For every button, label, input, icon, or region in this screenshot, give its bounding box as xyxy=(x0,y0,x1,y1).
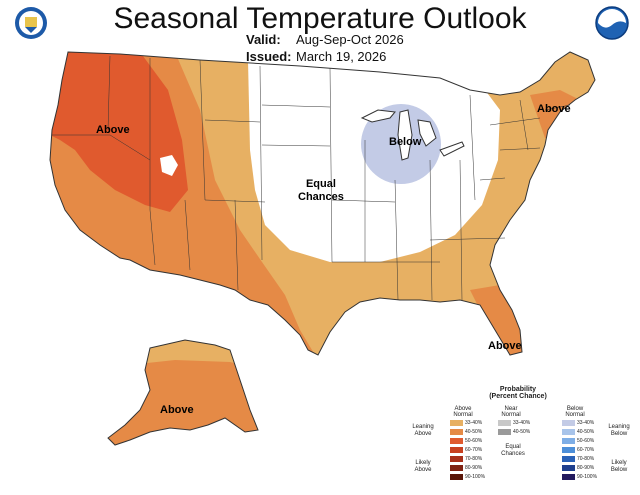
legend-above-header: Above Normal xyxy=(453,406,473,418)
legend-leaning-below: Leaning Below xyxy=(608,424,630,437)
noaa-logo-icon xyxy=(595,6,629,40)
legend-above-label: 80-90% xyxy=(465,465,483,471)
legend-near-swatch xyxy=(498,429,511,435)
label-above-northwest: Above xyxy=(96,124,130,136)
valid-label: Valid: xyxy=(246,32,281,47)
legend-below-label: 80-90% xyxy=(577,465,595,471)
legend-above-label: 50-60% xyxy=(465,438,483,444)
label-above-northeast: Above xyxy=(537,103,571,115)
legend-above-label: 60-70% xyxy=(465,447,483,453)
page-title: Seasonal Temperature Outlook xyxy=(113,2,527,35)
valid-value: Aug-Sep-Oct 2026 xyxy=(296,32,404,47)
legend-above-label: 33-40% xyxy=(465,420,483,426)
doc-seal-icon xyxy=(14,6,48,40)
legend-below-header: Below Normal xyxy=(565,406,585,418)
legend-below-swatch xyxy=(562,456,575,462)
legend-likely-below: Likely Below xyxy=(610,460,628,473)
legend-above-swatch xyxy=(450,447,463,453)
legend-above-swatch xyxy=(450,420,463,426)
legend-leaning-above: Leaning Above xyxy=(412,424,434,437)
issued-label: Issued: xyxy=(246,49,292,64)
legend-near-label: 33-40% xyxy=(513,420,531,426)
legend-near-header: Near Normal xyxy=(501,406,521,418)
legend-above-label: 70-80% xyxy=(465,456,483,462)
legend-equal-chances: Equal Chances xyxy=(501,444,525,457)
legend-above-swatch xyxy=(450,474,463,480)
legend-above-swatch xyxy=(450,465,463,471)
legend-below-label: 60-70% xyxy=(577,447,595,453)
issued-line: Issued: March 19, 2026 xyxy=(246,49,386,64)
legend-below-swatch xyxy=(562,447,575,453)
legend-below-label: 50-60% xyxy=(577,438,595,444)
legend-below-swatch xyxy=(562,420,575,426)
issued-value: March 19, 2026 xyxy=(296,49,387,64)
legend-title: Probability xyxy=(499,386,537,393)
legend-below-label: 90-100% xyxy=(577,474,598,480)
legend-below-swatch xyxy=(562,474,575,480)
legend-below-label: 33-40% xyxy=(577,420,595,426)
label-above-florida: Above xyxy=(488,340,522,352)
legend-above-swatch xyxy=(450,456,463,462)
legend-below-swatch xyxy=(562,438,575,444)
label-above-alaska: Above xyxy=(160,404,194,416)
valid-line: Valid: Aug-Sep-Oct 2026 xyxy=(246,32,404,47)
legend-likely-above: Likely Above xyxy=(414,460,432,473)
legend-above-label: 90-100% xyxy=(465,474,486,480)
legend-below-label: 70-80% xyxy=(577,456,595,462)
legend-above-swatch xyxy=(450,438,463,444)
legend-below-swatch xyxy=(562,465,575,471)
legend-subtitle: (Percent Chance) xyxy=(489,393,547,400)
legend-above-label: 40-50% xyxy=(465,429,483,435)
legend-below-label: 40-50% xyxy=(577,429,595,435)
label-equal-chances: Equal Chances xyxy=(298,178,344,203)
legend-near-swatch xyxy=(498,420,511,426)
legend-above-swatch xyxy=(450,429,463,435)
label-below-greatlakes: Below xyxy=(389,136,422,148)
legend-below-swatch xyxy=(562,429,575,435)
legend-near-label: 40-50% xyxy=(513,429,531,435)
legend: Probability (Percent Chance) Above Norma… xyxy=(410,380,635,492)
